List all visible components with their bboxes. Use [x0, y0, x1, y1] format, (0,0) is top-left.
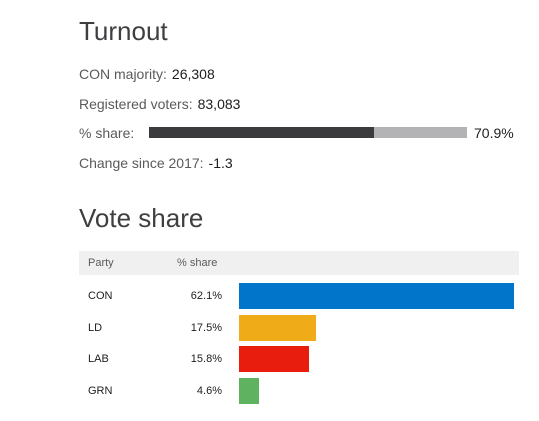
party-share-bar — [239, 314, 317, 341]
turnout-heading: Turnout — [79, 16, 168, 46]
turnout-share-label: % share: — [79, 125, 135, 141]
vote-share-row: GRN 4.6% — [79, 377, 519, 404]
registered-voters-label: Registered voters: — [79, 96, 193, 112]
party-name: GRN — [88, 384, 113, 397]
party-column-header: Party — [88, 257, 114, 269]
party-share-bar — [239, 346, 309, 372]
majority-stat: CON majority: 26,308 — [79, 66, 215, 82]
party-name: LAB — [88, 353, 109, 365]
party-share-bar — [239, 283, 514, 309]
party-share: 17.5% — [190, 321, 222, 334]
registered-voters-value: 83,083 — [197, 96, 241, 112]
party-share: 15.8% — [190, 353, 222, 365]
turnout-share-bar — [149, 127, 467, 138]
party-share-bar — [239, 377, 260, 404]
change-value: -1.3 — [208, 155, 233, 171]
registered-voters-stat: Registered voters: 83,083 — [79, 96, 240, 112]
vote-share-row: LD 17.5% — [79, 314, 519, 341]
majority-label: CON majority: — [79, 66, 167, 82]
turnout-share-value: 70.9% — [474, 125, 514, 141]
vote-share-heading: Vote share — [79, 203, 204, 233]
vote-share-row: LAB 15.8% — [79, 346, 519, 372]
vote-share-table-header: Party % share — [79, 251, 519, 275]
party-share: 62.1% — [190, 290, 222, 302]
party-name: LD — [88, 321, 103, 334]
vote-share-row: CON 62.1% — [79, 283, 519, 309]
turnout-share-fill — [149, 127, 375, 138]
party-share: 4.6% — [196, 384, 222, 397]
change-label: Change since 2017: — [79, 155, 204, 171]
share-column-header: % share — [177, 257, 218, 269]
party-name: CON — [88, 290, 113, 302]
change-stat: Change since 2017: -1.3 — [79, 155, 233, 171]
majority-value: 26,308 — [171, 66, 215, 82]
